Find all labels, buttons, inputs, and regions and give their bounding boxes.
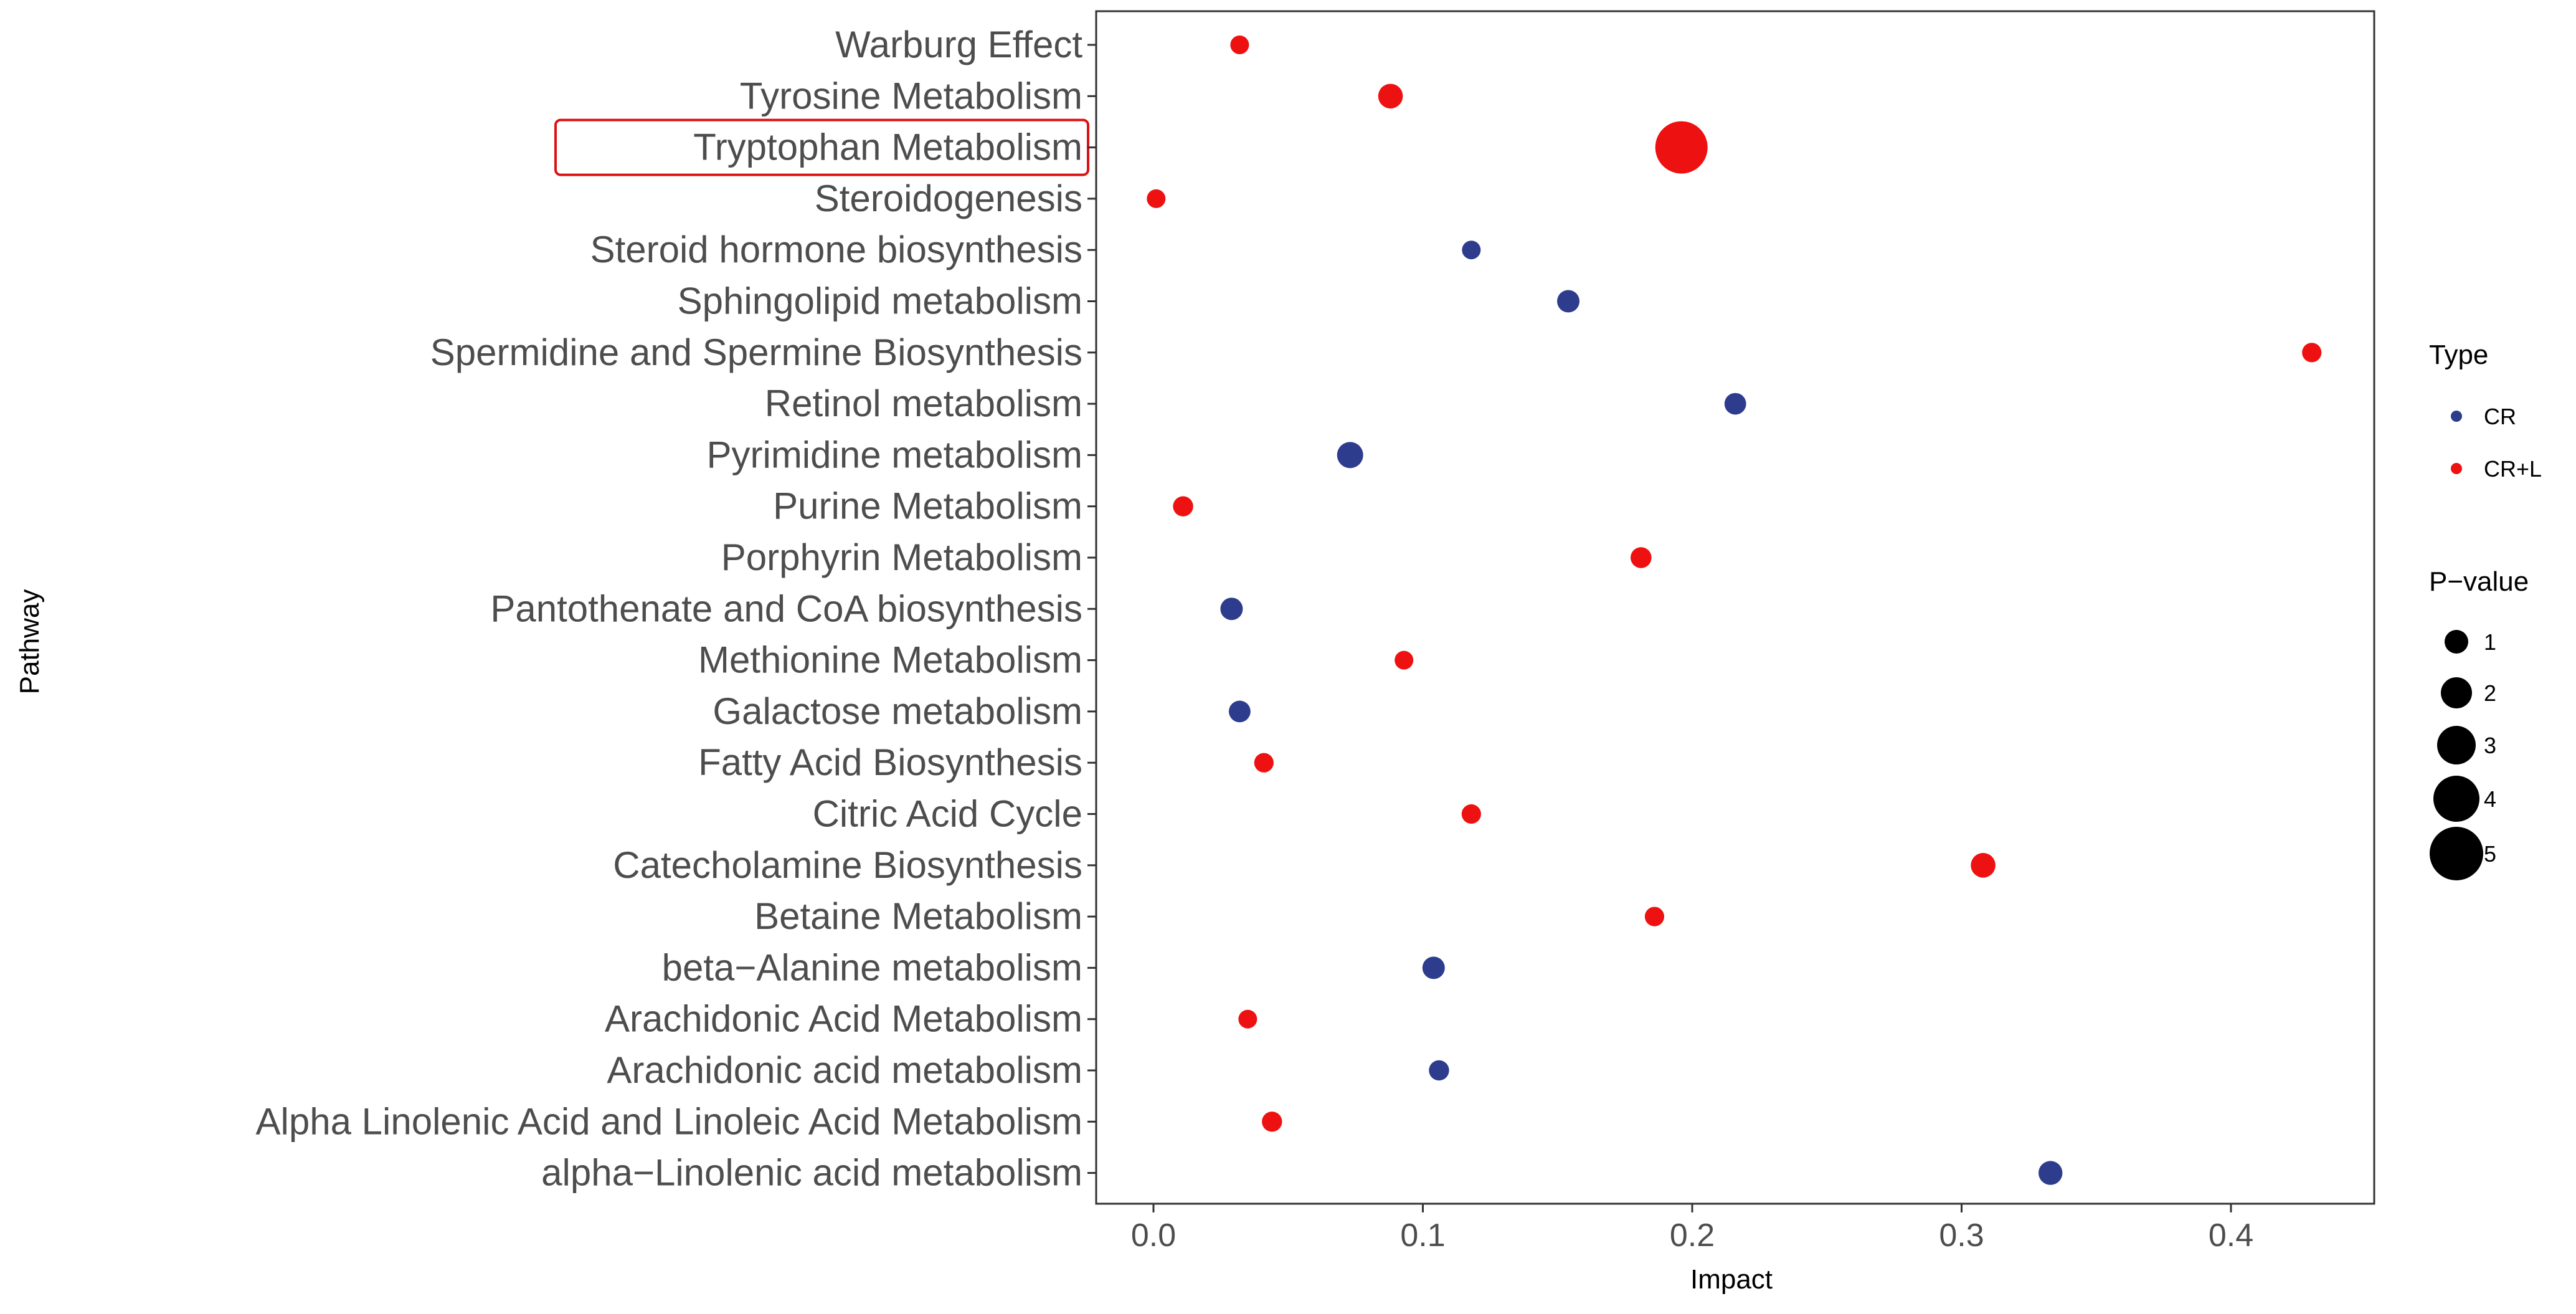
data-point bbox=[1337, 442, 1363, 469]
y-tick-label: Methionine Metabolism bbox=[698, 639, 1082, 681]
y-tick-label: Pyrimidine metabolism bbox=[706, 434, 1082, 475]
y-tick-label: Porphyrin Metabolism bbox=[721, 536, 1082, 578]
legend-type-label: CR+L bbox=[2484, 456, 2542, 482]
data-point bbox=[1220, 597, 1243, 621]
y-tick-label: Arachidonic acid metabolism bbox=[607, 1049, 1082, 1091]
data-point bbox=[1230, 36, 1249, 54]
legend-type-label: CR bbox=[2484, 404, 2516, 429]
data-point bbox=[1147, 189, 1166, 208]
data-point bbox=[1644, 907, 1665, 926]
y-tick-label: Sphingolipid metabolism bbox=[678, 280, 1082, 322]
y-axis-labels: Warburg Effect Tyrosine Metabolism Tryptop… bbox=[256, 24, 1096, 1194]
legend-size-key bbox=[2433, 776, 2479, 822]
x-axis: 0.0 0.1 0.2 0.3 0.4 bbox=[1131, 1204, 2253, 1254]
legend-size-key bbox=[2445, 630, 2468, 654]
data-point bbox=[1655, 121, 1708, 174]
legend-size-label: 1 bbox=[2484, 629, 2496, 655]
y-tick-label: Catecholamine Biosynthesis bbox=[613, 844, 1082, 886]
y-tick-label: Spermidine and Spermine Biosynthesis bbox=[430, 331, 1082, 373]
legend-size-label: 5 bbox=[2484, 841, 2496, 867]
legend-size-key bbox=[2441, 677, 2472, 708]
legend-size-label: 4 bbox=[2484, 786, 2496, 812]
y-tick-label: Retinol metabolism bbox=[765, 383, 1082, 424]
legend-size-label: 3 bbox=[2484, 733, 2496, 758]
data-point bbox=[2302, 343, 2322, 363]
y-tick-label: Galactose metabolism bbox=[713, 690, 1082, 732]
y-tick-label: Warburg Effect bbox=[835, 24, 1082, 65]
data-point bbox=[1229, 700, 1251, 723]
x-axis-title: Impact bbox=[1690, 1264, 1773, 1295]
legend-size-label: 2 bbox=[2484, 680, 2496, 706]
x-tick-label: 0.4 bbox=[2209, 1217, 2253, 1254]
data-point bbox=[1254, 753, 1274, 773]
panel-border bbox=[1095, 10, 2375, 1205]
data-point bbox=[1429, 1060, 1449, 1081]
data-point bbox=[1631, 547, 1652, 568]
data-points bbox=[1147, 36, 2322, 1185]
data-point bbox=[1378, 83, 1403, 109]
data-point bbox=[1557, 290, 1580, 313]
legend-size-title: P−value bbox=[2429, 566, 2529, 597]
data-point bbox=[1724, 393, 1746, 415]
legend-size-key bbox=[2437, 726, 2476, 764]
data-point bbox=[1262, 1112, 1282, 1132]
x-tick-label: 0.3 bbox=[1939, 1217, 1984, 1254]
legend-type-key bbox=[2451, 463, 2462, 474]
data-point bbox=[1971, 853, 1996, 878]
y-tick-label: alpha−Linolenic acid metabolism bbox=[541, 1152, 1082, 1194]
y-tick-label: Alpha Linolenic Acid and Linoleic Acid M… bbox=[256, 1100, 1082, 1142]
data-point bbox=[1462, 240, 1481, 260]
x-tick-label: 0.2 bbox=[1670, 1217, 1715, 1254]
y-tick-label: Citric Acid Cycle bbox=[813, 793, 1082, 835]
data-point bbox=[1173, 496, 1193, 517]
y-tick-label: Tyrosine Metabolism bbox=[740, 75, 1082, 117]
data-point bbox=[1395, 650, 1414, 670]
legend: Type CR CR+L P−value 1 2 3 4 5 bbox=[2429, 340, 2542, 880]
y-tick-label: Arachidonic Acid Metabolism bbox=[605, 998, 1082, 1040]
data-point bbox=[1461, 804, 1481, 824]
data-point bbox=[1238, 1009, 1257, 1029]
legend-type-title: Type bbox=[2429, 340, 2488, 370]
y-tick-label: Steroid hormone biosynthesis bbox=[590, 229, 1082, 270]
y-axis-title: Pathway bbox=[14, 589, 45, 695]
y-tick-label: Pantothenate and CoA biosynthesis bbox=[490, 588, 1082, 629]
y-tick-label: Steroidogenesis bbox=[815, 178, 1082, 219]
data-point bbox=[1422, 956, 1445, 979]
legend-type-key bbox=[2451, 411, 2462, 422]
x-tick-label: 0.1 bbox=[1400, 1217, 1445, 1254]
legend-size-key bbox=[2430, 827, 2483, 880]
y-tick-label: beta−Alanine metabolism bbox=[662, 946, 1082, 988]
y-tick-label: Betaine Metabolism bbox=[754, 895, 1082, 937]
plot-panel bbox=[1095, 10, 2375, 1205]
y-tick-label: Fatty Acid Biosynthesis bbox=[698, 741, 1082, 783]
y-tick-label: Tryptophan Metabolism bbox=[693, 126, 1082, 168]
data-point bbox=[2039, 1161, 2063, 1185]
x-tick-label: 0.0 bbox=[1131, 1217, 1176, 1254]
y-tick-label: Purine Metabolism bbox=[773, 485, 1082, 527]
